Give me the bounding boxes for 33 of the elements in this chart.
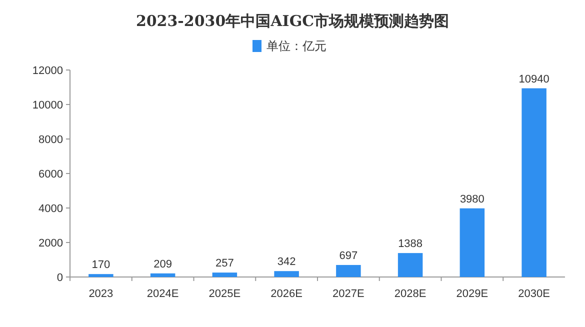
- x-tick-label: 2027E: [332, 288, 364, 300]
- bar: [88, 274, 114, 277]
- y-tick-label: 2000: [38, 238, 63, 250]
- data-label: 257: [216, 258, 234, 270]
- data-label: 697: [339, 250, 358, 262]
- x-tick-label: 2025E: [208, 288, 241, 300]
- bar: [398, 253, 423, 277]
- bar: [274, 271, 299, 277]
- data-label: 342: [277, 256, 296, 268]
- x-tick-label: 2028E: [394, 288, 426, 300]
- bar: [212, 272, 238, 277]
- y-tick-label: 0: [56, 272, 63, 284]
- bar: [336, 264, 361, 277]
- data-label: 209: [154, 258, 172, 270]
- y-tick-label: 6000: [38, 168, 63, 180]
- data-label: 170: [92, 259, 110, 272]
- data-label: 3980: [460, 193, 484, 206]
- bar: [150, 273, 176, 277]
- data-label: 1388: [398, 238, 423, 250]
- bar: [460, 208, 485, 277]
- y-tick-label: 12000: [32, 65, 63, 77]
- bar: [522, 88, 546, 277]
- y-tick-label: 4000: [38, 203, 63, 215]
- data-label: 10940: [518, 73, 550, 86]
- y-tick-label: 8000: [38, 134, 63, 146]
- legend-label: 单位：亿元: [266, 39, 326, 53]
- y-tick-label: 10000: [32, 100, 63, 112]
- x-tick-label: 2029E: [456, 288, 488, 300]
- chart-title: 2023-2030年中国AIGC市场规模预测趋势图: [136, 12, 450, 30]
- x-tick-label: 2030E: [518, 288, 550, 300]
- x-tick-label: 2024E: [146, 288, 179, 300]
- x-tick-label: 2023: [88, 288, 114, 300]
- x-tick-label: 2026E: [270, 288, 302, 300]
